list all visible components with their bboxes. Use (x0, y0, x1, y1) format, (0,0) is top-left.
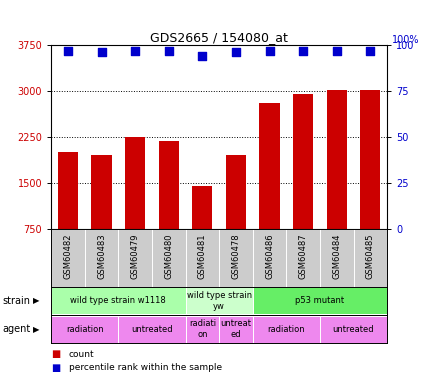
Text: untreat
ed: untreat ed (220, 320, 251, 339)
Text: radiati
on: radiati on (189, 320, 216, 339)
Text: GSM60483: GSM60483 (97, 233, 106, 279)
FancyBboxPatch shape (219, 316, 253, 343)
Bar (125, 137, 145, 229)
Text: GSM60484: GSM60484 (332, 233, 341, 279)
Bar (226, 155, 246, 229)
Text: GSM60485: GSM60485 (366, 233, 375, 279)
Bar (92, 155, 112, 229)
Point (299, 48, 307, 54)
FancyBboxPatch shape (186, 316, 219, 343)
Bar (293, 94, 313, 229)
Text: percentile rank within the sample: percentile rank within the sample (69, 363, 222, 372)
Point (199, 53, 206, 59)
FancyBboxPatch shape (253, 287, 387, 314)
FancyBboxPatch shape (320, 316, 387, 343)
FancyBboxPatch shape (253, 316, 320, 343)
Point (232, 50, 239, 55)
Text: count: count (69, 350, 95, 359)
FancyBboxPatch shape (51, 287, 186, 314)
Text: untreated: untreated (333, 324, 374, 334)
Text: GSM60486: GSM60486 (265, 233, 274, 279)
Text: p53 mutant: p53 mutant (295, 296, 344, 305)
Text: wild type strain
yw: wild type strain yw (186, 291, 252, 310)
Text: ■: ■ (51, 363, 61, 372)
Point (165, 48, 172, 54)
Bar (192, 186, 212, 229)
Text: agent: agent (2, 324, 30, 334)
Bar (58, 152, 78, 229)
Text: GSM60487: GSM60487 (299, 233, 307, 279)
FancyBboxPatch shape (118, 316, 186, 343)
FancyBboxPatch shape (51, 316, 118, 343)
Text: radiation: radiation (66, 324, 104, 334)
Text: 100%: 100% (392, 35, 419, 45)
Text: GSM60478: GSM60478 (231, 233, 240, 279)
Bar (159, 141, 179, 229)
Point (65, 48, 72, 54)
Text: untreated: untreated (131, 324, 173, 334)
Bar (360, 90, 380, 229)
FancyBboxPatch shape (186, 287, 253, 314)
Point (367, 48, 374, 54)
Text: GSM60480: GSM60480 (164, 233, 173, 279)
Point (132, 48, 139, 54)
Bar (259, 103, 279, 229)
Text: ▶: ▶ (33, 324, 40, 334)
Text: ▶: ▶ (33, 296, 40, 305)
Point (98, 50, 105, 55)
Point (266, 48, 273, 54)
Point (333, 48, 340, 54)
Text: wild type strain w1118: wild type strain w1118 (70, 296, 166, 305)
Text: ■: ■ (51, 350, 61, 359)
Text: radiation: radiation (267, 324, 305, 334)
Text: GSM60481: GSM60481 (198, 233, 207, 279)
Text: strain: strain (2, 296, 30, 306)
Title: GDS2665 / 154080_at: GDS2665 / 154080_at (150, 31, 288, 44)
Text: GSM60482: GSM60482 (64, 233, 73, 279)
Text: GSM60479: GSM60479 (131, 233, 140, 279)
Bar (327, 90, 347, 229)
